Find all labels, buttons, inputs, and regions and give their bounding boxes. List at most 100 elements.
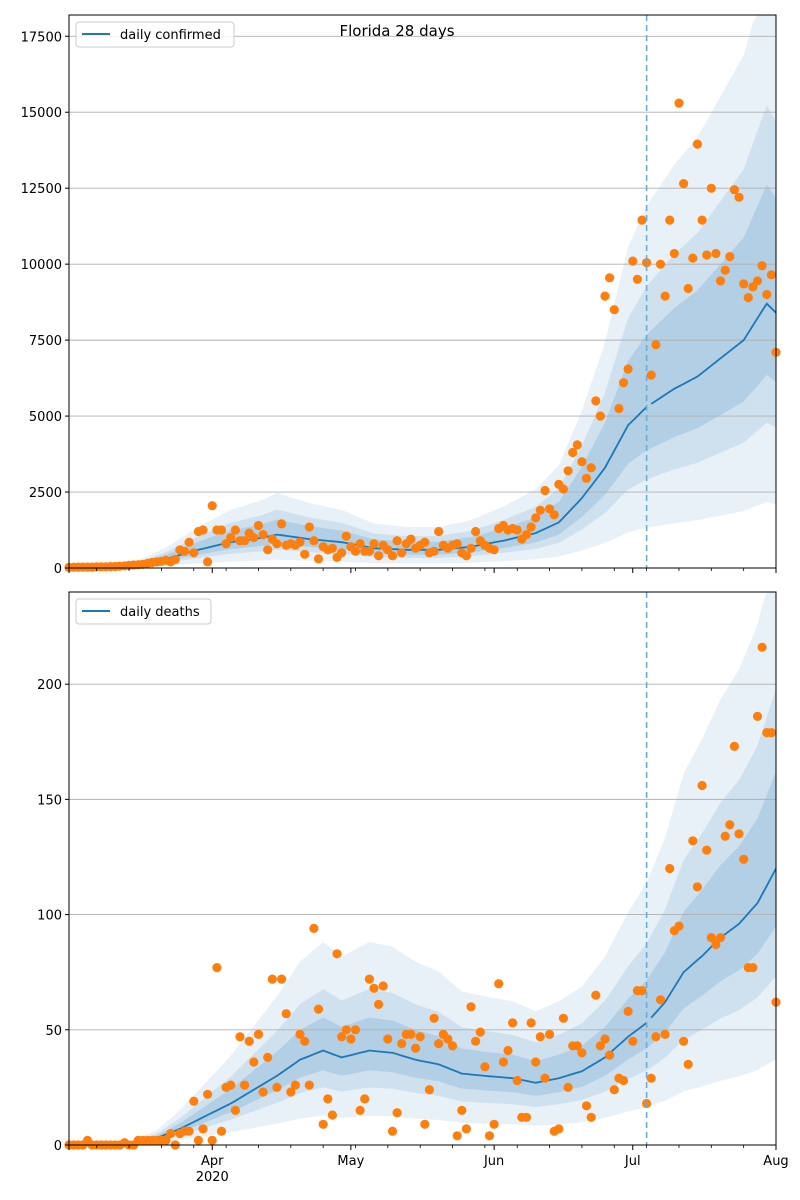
data-point	[378, 981, 388, 991]
data-point	[535, 1032, 545, 1042]
data-point	[623, 1006, 633, 1017]
uncertainty-band-2	[69, 105, 776, 568]
confirmed-axes	[68, 14, 777, 569]
data-point	[739, 279, 749, 289]
data-point	[637, 215, 647, 225]
data-point	[355, 539, 365, 549]
data-point	[521, 530, 532, 540]
x-tick-label: Jul	[624, 1154, 641, 1169]
data-point	[281, 1009, 291, 1019]
data-point	[706, 933, 716, 943]
data-point	[161, 1135, 171, 1145]
data-point	[300, 549, 310, 559]
data-point	[429, 1013, 439, 1023]
deaths-axes	[68, 591, 777, 1146]
data-point	[360, 1094, 370, 1104]
data-point	[743, 293, 753, 303]
data-point	[655, 995, 666, 1005]
data-point	[586, 1112, 596, 1122]
data-point	[346, 1034, 356, 1044]
confirmed-legend: daily confirmed	[75, 21, 235, 48]
data-point	[240, 1080, 250, 1090]
y-tick-label: 50	[45, 1024, 62, 1039]
data-point	[586, 463, 596, 473]
data-point	[494, 979, 504, 989]
data-point	[558, 1013, 569, 1023]
data-point	[249, 1057, 259, 1067]
data-point	[665, 863, 675, 874]
data-point	[267, 974, 277, 984]
confirmed-x-ticks	[68, 568, 777, 573]
data-point	[512, 525, 522, 535]
y-tick-label: 2500	[29, 486, 62, 501]
data-point	[637, 986, 647, 996]
data-point	[452, 1131, 462, 1141]
data-point	[443, 1034, 453, 1044]
data-point	[665, 215, 675, 225]
data-point	[752, 711, 763, 722]
data-point	[258, 1087, 268, 1097]
data-point	[383, 1034, 393, 1044]
y-tick-label: 150	[37, 793, 62, 808]
data-point	[263, 1052, 273, 1062]
data-point	[184, 1126, 194, 1136]
data-point	[475, 1027, 485, 1037]
data-point	[591, 990, 601, 1000]
data-point	[729, 185, 740, 195]
data-point	[337, 1032, 347, 1042]
data-point	[364, 546, 374, 556]
data-point	[688, 253, 698, 263]
data-point	[507, 1018, 518, 1028]
data-point	[715, 276, 726, 286]
data-point	[651, 1032, 661, 1042]
data-point	[734, 192, 744, 202]
x-tick-label: Jun	[483, 1154, 504, 1169]
data-point	[203, 557, 213, 567]
uncertainty-band-2	[69, 688, 776, 1145]
data-point	[452, 539, 462, 549]
data-point	[480, 1062, 490, 1072]
data-point	[253, 520, 264, 531]
data-point	[725, 252, 735, 262]
data-point	[549, 510, 559, 520]
data-point	[512, 1075, 522, 1086]
data-point	[642, 258, 652, 268]
confirmed-uncertainty-bands	[69, 15, 776, 568]
data-point	[240, 536, 250, 546]
y-tick-label: 17500	[21, 30, 62, 45]
data-point	[244, 1036, 254, 1046]
data-point	[392, 536, 402, 546]
data-point	[272, 539, 282, 549]
legend-box	[75, 598, 212, 625]
data-point	[531, 1057, 541, 1067]
y-tick-label: 7500	[29, 334, 62, 349]
data-point	[484, 1131, 495, 1141]
median-line-forecast	[650, 302, 777, 405]
data-point	[683, 1059, 693, 1069]
x-tick-sublabel: 2020	[196, 1170, 229, 1185]
y-tick-label: 200	[37, 678, 62, 693]
data-point	[300, 1036, 310, 1046]
data-point	[595, 1041, 606, 1051]
data-point	[683, 283, 693, 294]
data-point	[216, 525, 227, 535]
data-point	[646, 370, 656, 380]
data-point	[457, 1105, 467, 1115]
data-point	[766, 728, 777, 738]
data-point	[397, 548, 407, 558]
data-point	[715, 933, 726, 943]
data-point	[577, 1048, 587, 1058]
data-point	[688, 836, 698, 846]
data-point	[572, 1041, 582, 1051]
data-point	[411, 1043, 421, 1053]
data-point	[581, 1101, 592, 1111]
data-point	[706, 183, 716, 193]
x-tick-label: Apr	[201, 1154, 224, 1169]
data-point	[207, 501, 217, 511]
data-point	[226, 1080, 236, 1090]
data-point	[697, 215, 707, 225]
data-point	[540, 485, 550, 496]
data-point	[429, 546, 439, 556]
